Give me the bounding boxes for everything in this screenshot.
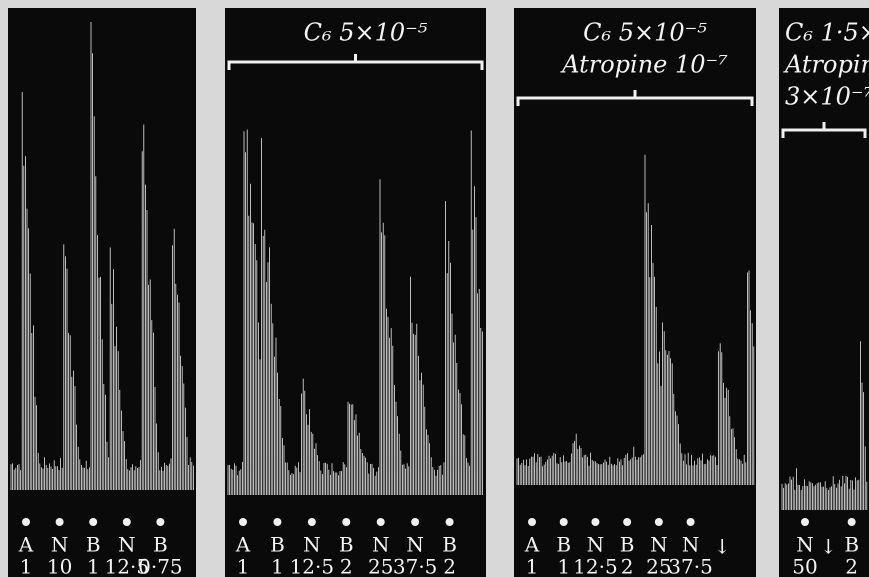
bracket [227,54,484,70]
dose-dot [89,518,98,526]
dose-amount: 1 [87,555,100,577]
panel-header: C₆ 5×10⁻⁵ [583,19,707,47]
dose-dot [342,518,351,526]
bracket [781,122,867,138]
dose-drug: A [235,533,251,557]
dose-amount: 37·5 [393,555,438,577]
bracket [516,90,754,106]
dose-dot [445,518,454,526]
dose-amount: 1 [526,555,539,577]
dose-dot [22,518,30,526]
dose-drug: A [524,533,540,557]
dose-dot [623,518,632,526]
trace [781,341,868,510]
dose-dot [686,518,695,526]
dose-drug: B [86,533,101,557]
dose-drug: N [587,533,605,557]
dose-drug: A [18,533,34,557]
dose-drug: N [406,533,424,557]
dose-amount: 12·5 [105,555,150,577]
dose-amount: 10 [47,555,72,577]
dose-dot [591,518,600,526]
dose-drug: N [51,533,69,557]
dose-amount: 1 [271,555,284,577]
dose-drug: ↓ [820,535,837,559]
dose-amount: 12·5 [573,555,618,577]
dose-drug: B [620,533,635,557]
dose-drug: B [556,533,571,557]
dose-dot [411,518,420,526]
dose-amount: 2 [340,555,353,577]
dose-drug: B [153,533,168,557]
dose-amount: 1 [20,555,33,577]
dose-amount: 2 [621,555,634,577]
trace [227,129,483,495]
panel-header: Atropine [783,51,869,79]
panel-header: C₆ 1·5×10⁻⁴ [785,19,869,47]
trace [516,154,755,485]
dose-drug: N [118,533,136,557]
dose-dot [273,518,282,526]
dose-dot [239,518,247,526]
dose-dot [376,518,385,526]
dose-drug: N [796,533,814,557]
dose-drug: B [442,533,457,557]
dose-dot [528,518,536,526]
panel-header: C₆ 5×10⁻⁵ [304,19,428,47]
panel-header: 3×10⁻⁷ [785,83,869,111]
dose-amount: 50 [792,555,817,577]
dose-drug: ↓ [714,535,731,559]
dose-amount: 1 [557,555,570,577]
dose-amount: 2 [845,555,858,577]
dose-dot [55,518,64,526]
dose-dot [122,518,131,526]
dose-drug: N [682,533,700,557]
dose-drug: N [372,533,390,557]
dose-dot [559,518,568,526]
dose-dot [156,518,165,526]
dose-amount: 25 [646,555,671,577]
dose-dot [847,518,856,526]
dose-drug: B [339,533,354,557]
dose-drug: B [844,533,859,557]
dose-dot [654,518,663,526]
dose-drug: N [650,533,668,557]
recording-panel [779,8,869,577]
dose-amount: 1 [237,555,250,577]
dose-amount: 12·5 [290,555,335,577]
recording-panel [8,8,196,577]
dose-amount: 2 [443,555,456,577]
dose-amount: 37·5 [668,555,713,577]
dose-amount: 25 [368,555,393,577]
panel-header: Atropine 10⁻⁷ [560,51,728,79]
trace [10,22,194,490]
dose-drug: B [270,533,285,557]
dose-dot [801,518,809,526]
dose-amount: 0·75 [138,555,183,577]
dose-dot [307,518,316,526]
dose-drug: N [303,533,321,557]
